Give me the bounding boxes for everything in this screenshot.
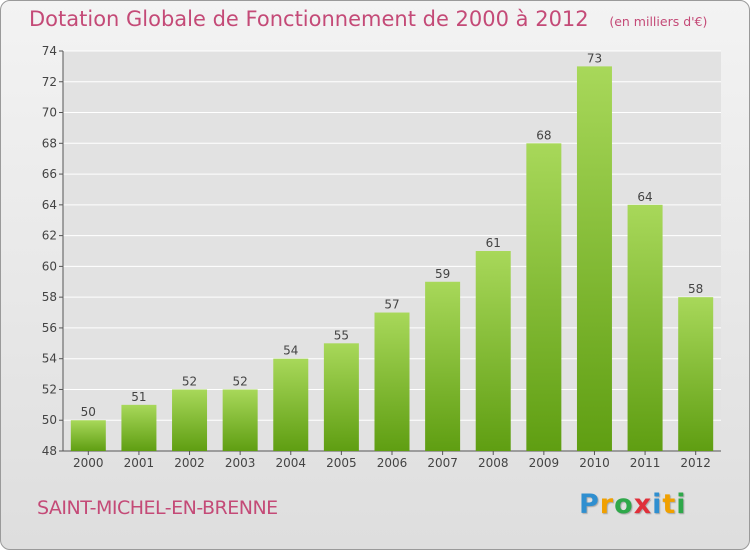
x-tick-label-2002: 2002: [174, 456, 205, 470]
x-tick-label-2010: 2010: [579, 456, 610, 470]
data-label-2007: 59: [435, 267, 450, 281]
logo-letter: t: [662, 489, 677, 520]
data-label-2002: 52: [182, 374, 197, 388]
x-tick-label-2006: 2006: [377, 456, 408, 470]
bar-2011: [627, 204, 663, 451]
bar-2001: [121, 404, 157, 451]
x-tick-label-2003: 2003: [225, 456, 256, 470]
bar-2005: [323, 343, 359, 451]
data-label-2011: 64: [637, 190, 652, 204]
data-label-2009: 68: [536, 128, 551, 142]
proxiti-logo: Proxiti: [579, 489, 687, 520]
y-tick-label: 70: [42, 106, 57, 120]
y-tick-label: 54: [42, 352, 57, 366]
y-tick-label: 66: [42, 167, 57, 181]
y-tick-label: 68: [42, 136, 57, 150]
commune-name: SAINT-MICHEL-EN-BRENNE: [37, 497, 278, 519]
data-label-2003: 52: [233, 374, 248, 388]
logo-letter: P: [579, 489, 600, 520]
x-tick-label-2004: 2004: [275, 456, 306, 470]
data-label-2006: 57: [384, 298, 399, 312]
x-tick-label-2007: 2007: [427, 456, 458, 470]
bar-2000: [70, 420, 106, 451]
y-tick-label: 74: [42, 44, 57, 58]
logo-letter: x: [633, 489, 653, 520]
logo-letter: i: [676, 489, 687, 520]
bar-2006: [374, 312, 410, 451]
y-tick-label: 48: [42, 444, 57, 458]
logo-letter: i: [652, 489, 663, 520]
y-tick-label: 62: [42, 229, 57, 243]
data-label-2000: 50: [81, 405, 96, 419]
y-tick-label: 50: [42, 413, 57, 427]
bar-2002: [172, 389, 208, 451]
y-tick-label: 56: [42, 321, 57, 335]
bar-2004: [273, 358, 309, 451]
y-tick-label: 52: [42, 382, 57, 396]
bar-2003: [222, 389, 258, 451]
y-tick-label: 72: [42, 75, 57, 89]
chart-unit: (en milliers d'€): [609, 14, 708, 29]
x-tick-label-2001: 2001: [124, 456, 155, 470]
y-tick-label: 64: [42, 198, 57, 212]
bar-2010: [576, 66, 612, 451]
chart-title-text: Dotation Globale de Fonctionnement de 20…: [29, 7, 589, 31]
y-tick-label: 58: [42, 290, 57, 304]
data-label-2010: 73: [587, 51, 602, 65]
chart-title: Dotation Globale de Fonctionnement de 20…: [29, 7, 707, 31]
x-tick-label-2012: 2012: [680, 456, 711, 470]
logo-letter: r: [599, 489, 615, 520]
bar-2012: [678, 297, 714, 451]
bar-2008: [475, 251, 511, 451]
logo-letter: o: [614, 489, 634, 520]
data-label-2005: 55: [334, 328, 349, 342]
data-label-2012: 58: [688, 282, 703, 296]
x-tick-label-2000: 2000: [73, 456, 104, 470]
x-tick-label-2008: 2008: [478, 456, 509, 470]
x-tick-label-2011: 2011: [630, 456, 661, 470]
x-tick-label-2005: 2005: [326, 456, 357, 470]
y-tick-label: 60: [42, 259, 57, 273]
bar-2007: [425, 281, 461, 451]
data-label-2001: 51: [131, 390, 146, 404]
data-label-2008: 61: [486, 236, 501, 250]
x-tick-label-2009: 2009: [529, 456, 560, 470]
data-label-2004: 54: [283, 344, 298, 358]
bar-2009: [526, 143, 562, 452]
